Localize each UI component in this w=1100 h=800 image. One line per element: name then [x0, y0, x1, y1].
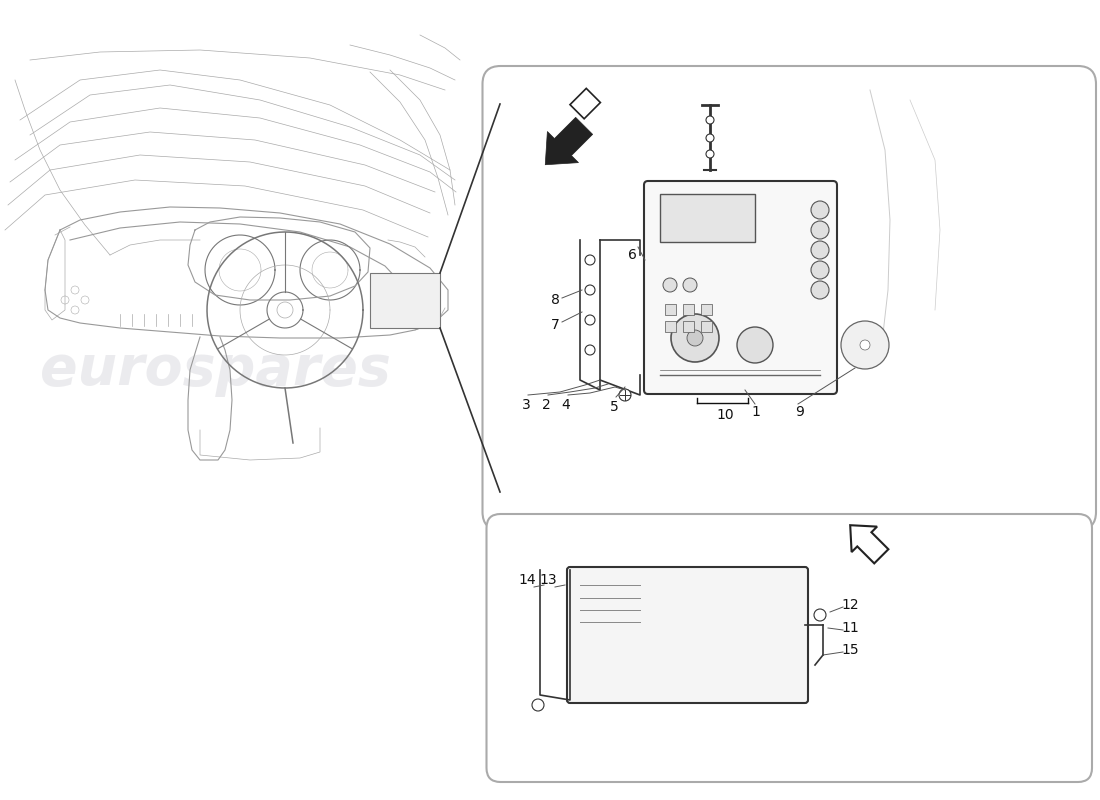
Text: 12: 12	[842, 598, 859, 612]
Polygon shape	[546, 118, 593, 165]
Circle shape	[811, 221, 829, 239]
Text: 6: 6	[628, 248, 637, 262]
Circle shape	[811, 281, 829, 299]
Circle shape	[585, 315, 595, 325]
Bar	[666, 304, 676, 315]
Bar	[660, 194, 755, 242]
Circle shape	[671, 314, 719, 362]
Bar	[370, 273, 440, 328]
FancyBboxPatch shape	[486, 514, 1092, 782]
Circle shape	[860, 340, 870, 350]
Text: eurospares: eurospares	[628, 389, 892, 431]
Text: 1: 1	[751, 405, 760, 419]
Circle shape	[585, 345, 595, 355]
Text: 8: 8	[551, 293, 560, 307]
Bar	[701, 321, 712, 332]
FancyBboxPatch shape	[566, 567, 808, 703]
Circle shape	[706, 116, 714, 124]
Polygon shape	[570, 88, 601, 118]
Circle shape	[814, 609, 826, 621]
Circle shape	[811, 201, 829, 219]
FancyBboxPatch shape	[644, 181, 837, 394]
Text: 3: 3	[521, 398, 530, 412]
Text: eurospares: eurospares	[597, 581, 843, 619]
Text: 5: 5	[609, 400, 618, 414]
Text: 15: 15	[842, 643, 859, 657]
Circle shape	[706, 134, 714, 142]
Circle shape	[585, 255, 595, 265]
Polygon shape	[850, 526, 889, 563]
Circle shape	[619, 389, 631, 401]
Bar	[683, 321, 694, 332]
Circle shape	[688, 330, 703, 346]
Circle shape	[706, 150, 714, 158]
Text: 10: 10	[716, 408, 734, 422]
Circle shape	[811, 241, 829, 259]
Text: eurospares: eurospares	[40, 343, 390, 397]
Text: 4: 4	[562, 398, 571, 412]
Bar	[683, 304, 694, 315]
Circle shape	[663, 278, 676, 292]
Circle shape	[737, 327, 773, 363]
Bar	[701, 304, 712, 315]
Circle shape	[842, 321, 889, 369]
FancyBboxPatch shape	[483, 66, 1096, 530]
Circle shape	[532, 699, 544, 711]
Circle shape	[811, 261, 829, 279]
Circle shape	[683, 278, 697, 292]
Text: 9: 9	[795, 405, 804, 419]
Circle shape	[585, 285, 595, 295]
Text: 2: 2	[541, 398, 550, 412]
Text: 11: 11	[842, 621, 859, 635]
Text: 14: 14	[518, 573, 536, 587]
Text: 13: 13	[539, 573, 557, 587]
Text: 7: 7	[551, 318, 560, 332]
Bar	[666, 321, 676, 332]
